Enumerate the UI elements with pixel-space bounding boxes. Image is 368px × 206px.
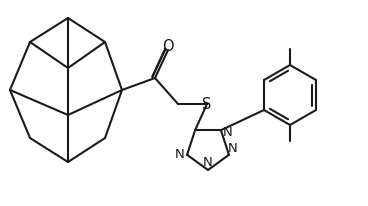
Text: N: N bbox=[228, 142, 238, 155]
Text: N: N bbox=[203, 156, 213, 169]
Text: N: N bbox=[175, 148, 185, 161]
Text: S: S bbox=[202, 96, 212, 111]
Text: O: O bbox=[162, 39, 174, 54]
Text: N: N bbox=[223, 126, 233, 139]
